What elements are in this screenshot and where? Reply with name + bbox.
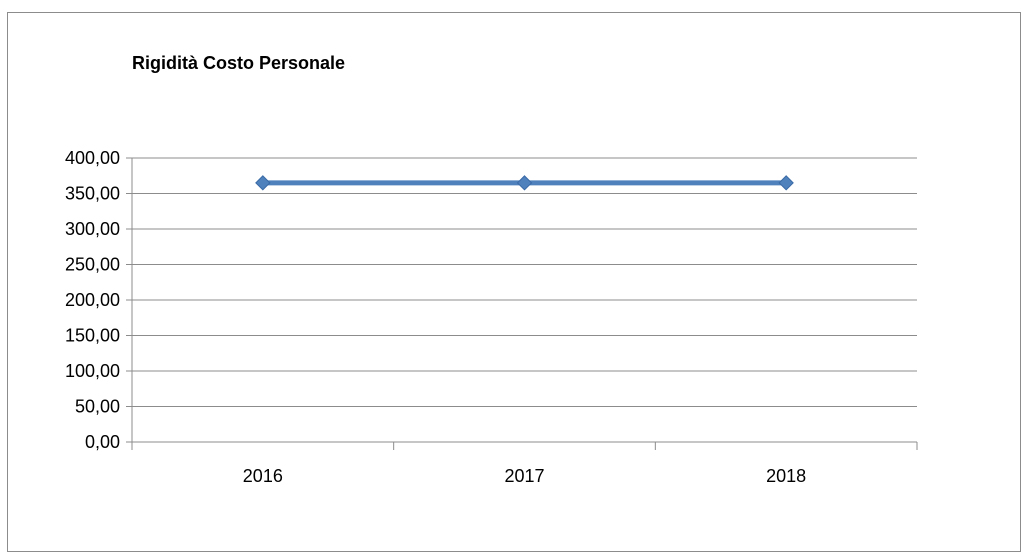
- y-tick-label: 300,00: [65, 219, 120, 239]
- x-tick-label: 2016: [243, 466, 283, 486]
- y-tick-label: 100,00: [65, 361, 120, 381]
- data-point-marker: [778, 175, 794, 191]
- series-group: [255, 175, 794, 191]
- y-tick-label: 350,00: [65, 184, 120, 204]
- y-tick-label: 0,00: [85, 432, 120, 452]
- data-point-marker: [516, 175, 533, 191]
- x-tick-label: 2018: [766, 466, 806, 486]
- data-point-marker: [255, 175, 271, 191]
- x-axis-ticks: 2016 2017 2018: [131, 442, 918, 486]
- y-tick-label: 200,00: [65, 290, 120, 310]
- chart-title: Rigidità Costo Personale: [132, 53, 345, 73]
- y-tick-label: 150,00: [65, 326, 120, 346]
- gridlines: [132, 157, 917, 407]
- x-tick-label: 2017: [504, 466, 544, 486]
- chart-frame: [7, 12, 1021, 552]
- y-axis-ticks: 0,00 50,00 100,00 150,00 200,00 250,00 300,00 3…: [65, 148, 132, 452]
- y-tick-label: 250,00: [65, 255, 120, 275]
- y-tick-label: 50,00: [75, 397, 120, 417]
- y-tick-label: 400,00: [65, 148, 120, 168]
